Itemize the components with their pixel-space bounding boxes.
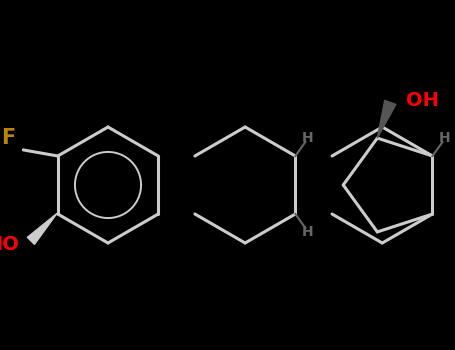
Text: HO: HO bbox=[0, 235, 19, 254]
Text: H: H bbox=[302, 131, 313, 145]
Text: F: F bbox=[1, 128, 15, 148]
Polygon shape bbox=[377, 100, 396, 138]
Polygon shape bbox=[27, 213, 57, 244]
Text: H: H bbox=[302, 225, 313, 239]
Text: H: H bbox=[439, 131, 450, 145]
Text: OH: OH bbox=[406, 91, 439, 110]
